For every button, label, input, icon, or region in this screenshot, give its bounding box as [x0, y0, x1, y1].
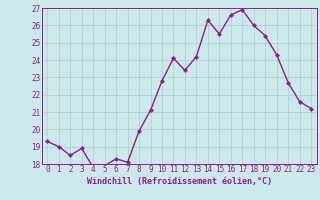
X-axis label: Windchill (Refroidissement éolien,°C): Windchill (Refroidissement éolien,°C): [87, 177, 272, 186]
